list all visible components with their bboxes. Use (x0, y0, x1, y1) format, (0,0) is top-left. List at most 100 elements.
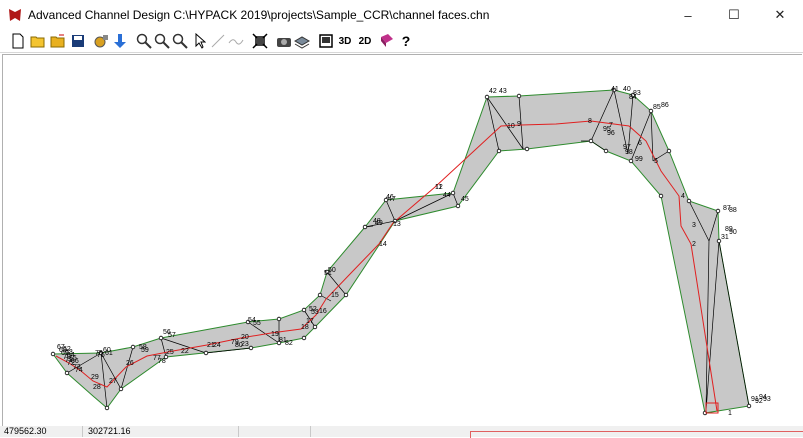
vertex-marker[interactable] (630, 92, 636, 98)
vertex-marker[interactable] (516, 93, 522, 99)
vertex-marker[interactable] (383, 197, 389, 203)
edge-station-label: 61 (105, 350, 113, 357)
vertex-marker[interactable] (648, 108, 654, 114)
selected-station-marker (705, 402, 719, 414)
centerline-station-label: 28 (93, 384, 101, 391)
centerline-station-label: 7 (609, 122, 613, 129)
vertex-marker[interactable] (163, 354, 169, 360)
channel-map-canvas[interactable]: 1 2 3 4 5 6 7 8 9 10 11 12 13 14 15 16 17 18 19 20 21 22 23 24 2… (2, 54, 802, 426)
edge-station-label: 82 (285, 340, 293, 347)
centerline (55, 120, 718, 412)
edge-station-label: 85 (653, 104, 661, 111)
minimize-button[interactable]: – (665, 0, 711, 30)
edge-station-label: 65 (69, 355, 77, 362)
edge-station-label: 55 (253, 320, 261, 327)
vertex-marker[interactable] (317, 292, 323, 298)
view-2d-button[interactable]: 2D (358, 35, 372, 47)
download-arrow-icon[interactable] (112, 33, 128, 49)
fit-extents-icon[interactable] (252, 33, 268, 49)
vertex-marker[interactable] (203, 350, 209, 356)
edge-station-label: 91 (751, 396, 759, 403)
vertex-marker[interactable] (50, 351, 56, 357)
open-folder-icon[interactable] (30, 33, 46, 49)
open-folder-2-icon[interactable] (50, 33, 66, 49)
edge-station-label: 78 (158, 358, 166, 365)
select-arrow-icon[interactable] (192, 33, 208, 49)
title-bar[interactable]: Advanced Channel Design C:\HYPACK 2019\p… (0, 0, 803, 30)
vertex-marker[interactable] (628, 158, 634, 164)
vertex-marker[interactable] (588, 138, 594, 144)
vertex-marker[interactable] (450, 190, 456, 196)
vertex-marker[interactable] (611, 87, 617, 93)
edge-station-label: 88 (729, 207, 737, 214)
vertex-marker[interactable] (603, 148, 609, 154)
vertex-marker[interactable] (130, 344, 136, 350)
vertex-marker[interactable] (746, 403, 752, 409)
save-icon[interactable] (70, 33, 86, 49)
centerline-station-label: 14 (379, 241, 387, 248)
close-button[interactable]: ✕ (757, 0, 803, 30)
edge-station-label: 57 (168, 332, 176, 339)
vertex-marker[interactable] (301, 335, 307, 341)
vertex-marker[interactable] (455, 203, 461, 209)
vertex-marker[interactable] (245, 319, 251, 325)
view-3d-button[interactable]: 3D (338, 35, 352, 47)
book-icon[interactable] (379, 33, 395, 49)
edge-station-label: 75 (95, 350, 103, 357)
vertex-marker[interactable] (496, 148, 502, 154)
edge-station-label: 99 (635, 156, 643, 163)
help-icon[interactable]: ? (401, 33, 411, 49)
vertex-marker[interactable] (158, 335, 164, 341)
vertex-marker[interactable] (658, 193, 664, 199)
centerline-station-label: 5 (654, 158, 658, 165)
edge-station-label: 98 (625, 149, 633, 156)
new-file-icon[interactable] (10, 33, 26, 49)
draw-curve-icon[interactable] (228, 33, 244, 49)
edge-station-label: 80 (235, 342, 243, 349)
vertex-marker[interactable] (343, 292, 349, 298)
app-icon (9, 9, 21, 21)
centerline-station-label: 11 (435, 184, 442, 191)
camera-icon[interactable] (276, 33, 292, 49)
edge-station-label: 89 (725, 226, 733, 233)
maximize-button[interactable]: ☐ (711, 0, 757, 30)
edge-station-label: 49 (375, 220, 383, 227)
layers-icon[interactable] (294, 33, 310, 49)
vertex-marker[interactable] (276, 340, 282, 346)
centerline-station-label: 9 (517, 121, 521, 128)
vertex-marker[interactable] (248, 345, 254, 351)
centerline-station-label: 8 (588, 118, 592, 125)
vertex-marker[interactable] (312, 324, 318, 330)
zoom-out-icon[interactable] (172, 33, 188, 49)
vertex-marker[interactable] (392, 218, 398, 224)
vertex-marker[interactable] (118, 386, 124, 392)
edge-station-label: 58 (139, 344, 147, 351)
vertex-marker[interactable] (686, 198, 692, 204)
vertex-marker[interactable] (324, 269, 330, 275)
vertex-markers (50, 87, 752, 416)
zoom-window-icon[interactable] (154, 33, 170, 49)
vertex-marker[interactable] (104, 405, 110, 411)
vertex-marker[interactable] (716, 238, 722, 244)
vertex-marker[interactable] (666, 148, 672, 154)
edge-station-label: 90 (729, 229, 737, 236)
status-bar: 479562.30 302721.16 (0, 426, 803, 438)
window-title: Advanced Channel Design C:\HYPACK 2019\p… (28, 8, 490, 22)
edge-station-label: 95 (603, 126, 611, 133)
tools-icon[interactable] (94, 33, 110, 49)
vertex-marker[interactable] (276, 316, 282, 322)
vertex-marker[interactable] (715, 208, 721, 214)
vertex-marker[interactable] (98, 350, 104, 356)
edge-station-label: 48 (373, 218, 381, 225)
vertex-marker[interactable] (484, 94, 490, 100)
single-view-icon[interactable] (318, 33, 334, 49)
vertex-marker[interactable] (524, 146, 530, 152)
zoom-in-icon[interactable] (136, 33, 152, 49)
centerline-station-label: 1 (728, 410, 732, 417)
vertex-marker[interactable] (362, 224, 368, 230)
edge-station-label: 74 (75, 367, 83, 374)
draw-line-icon[interactable] (210, 33, 226, 49)
edge-station-label: 94 (759, 394, 767, 401)
vertex-marker[interactable] (64, 370, 70, 376)
vertex-marker[interactable] (301, 307, 307, 313)
